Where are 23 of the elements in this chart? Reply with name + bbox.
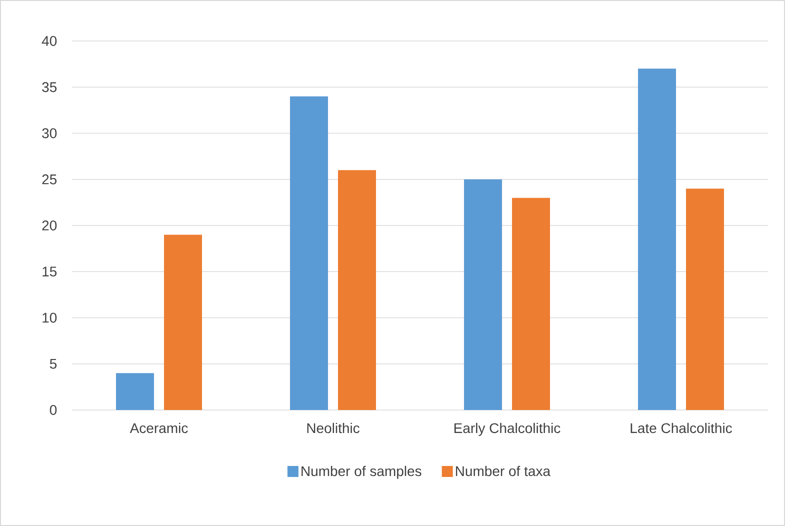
legend-label: Number of taxa	[456, 466, 551, 476]
legend-label: Number of samples	[302, 466, 422, 479]
bar	[638, 68, 676, 410]
y-tick-label: 10	[42, 312, 57, 323]
y-tick-label: 15	[42, 266, 57, 277]
y-tick-label: 35	[42, 82, 57, 92]
bar	[164, 234, 202, 410]
x-tick-label: Aceramic	[130, 422, 188, 434]
bar	[512, 198, 550, 410]
bar	[464, 179, 502, 410]
x-tick-label: Neolithic	[307, 422, 360, 434]
y-tick-label: 5	[50, 358, 57, 369]
bar	[116, 373, 154, 410]
bar	[686, 188, 724, 410]
y-tick-label: 25	[42, 174, 57, 184]
y-tick-label: 0	[50, 405, 57, 415]
y-tick-label: 40	[42, 36, 57, 46]
y-tick-label: 20	[42, 220, 57, 230]
y-tick-label: 30	[42, 128, 57, 138]
bar	[290, 96, 328, 410]
x-tick-label: Late Chalcolithic	[630, 422, 732, 434]
bar	[338, 170, 376, 410]
x-tick-label: Early Chalcolithic	[454, 422, 560, 436]
